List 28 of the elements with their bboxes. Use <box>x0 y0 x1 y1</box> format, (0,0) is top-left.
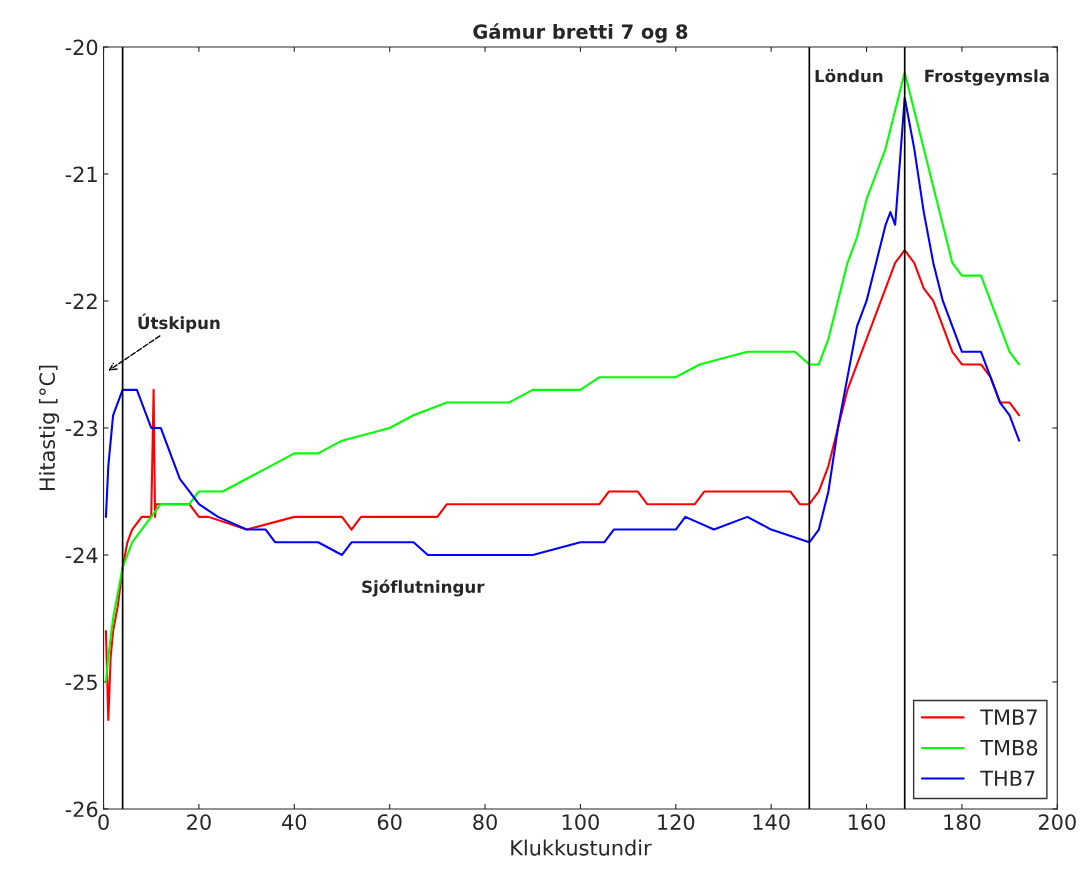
annotation: Frostgeymsla <box>925 69 1049 86</box>
x-tick-label: 0 <box>98 814 109 830</box>
x-tick-label: 120 <box>658 814 695 830</box>
y-axis-title: Hitastig [°C] <box>38 365 60 491</box>
annotation: Útskipun <box>138 313 220 333</box>
y-tick-label: -20 <box>65 39 98 56</box>
x-tick-label: 180 <box>944 814 981 830</box>
x-tick-label: 40 <box>282 814 307 830</box>
y-tick-label: -26 <box>65 801 98 818</box>
x-tick-label: 140 <box>753 814 790 830</box>
y-tick-label: -24 <box>65 547 98 563</box>
annotation: Löndun <box>815 69 883 83</box>
y-tick-label: -23 <box>65 420 98 437</box>
y-tick-label: -21 <box>65 166 97 182</box>
x-tick-label: 160 <box>848 814 886 830</box>
y-tick-label: -22 <box>65 293 97 309</box>
legend-label: THB7 <box>980 770 1035 786</box>
legend-label: TMB7 <box>980 709 1037 725</box>
x-tick-label: 20 <box>187 814 211 830</box>
x-axis-title: Klukkustundir <box>511 839 652 856</box>
x-tick-label: 200 <box>1038 814 1076 830</box>
x-tick-label: 100 <box>562 814 599 830</box>
y-tick-label: -25 <box>65 674 97 691</box>
x-tick-label: 60 <box>377 814 402 830</box>
x-tick-label: 80 <box>473 814 497 830</box>
annotation: Sjóflutningur <box>362 579 485 597</box>
legend-label: TMB8 <box>980 739 1038 756</box>
chart-title: Gámur bretti 7 og 8 <box>473 23 688 43</box>
